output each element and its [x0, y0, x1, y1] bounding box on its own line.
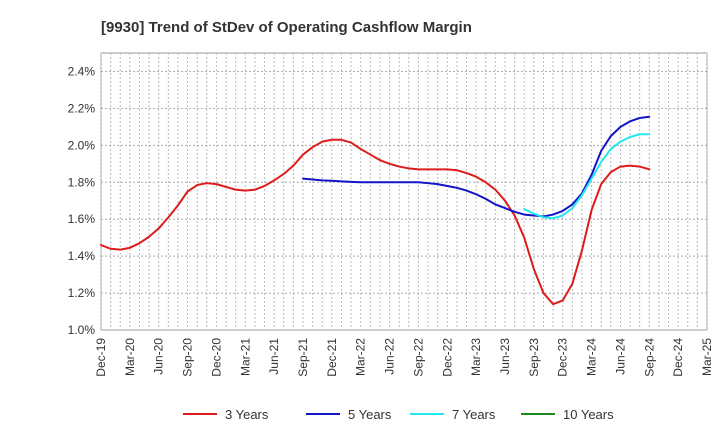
- plot-area: [100, 52, 708, 331]
- series-lines: [100, 115, 651, 306]
- y-tick-label: 1.4%: [68, 249, 96, 263]
- legend: 3 Years 5 Years 7 Years 10 Years: [183, 407, 614, 422]
- y-tick-label: 1.0%: [68, 323, 96, 337]
- x-tick-label: Dec-24: [671, 338, 685, 377]
- x-tick-label: Sep-24: [642, 338, 656, 377]
- series-line-3-years: [100, 138, 651, 306]
- x-tick-label: Mar-25: [700, 338, 714, 376]
- legend-label: 5 Years: [348, 407, 392, 422]
- x-tick-label: Mar-24: [585, 338, 599, 376]
- y-axis: 1.0% 1.2% 1.4% 1.6% 1.8% 2.0% 2.2% 2.4%: [68, 64, 96, 337]
- x-tick-label: Dec-19: [94, 338, 108, 377]
- y-tick-label: 2.4%: [68, 64, 96, 78]
- x-tick-label: Sep-21: [296, 338, 310, 377]
- x-tick-label: Sep-23: [527, 338, 541, 377]
- grid-lines: [100, 53, 708, 331]
- x-tick-label: Mar-22: [354, 338, 368, 376]
- x-tick-label: Jun-23: [498, 338, 512, 375]
- x-tick-label: Jun-22: [383, 338, 397, 375]
- y-tick-label: 2.0%: [68, 138, 96, 152]
- x-tick-label: Dec-22: [440, 338, 454, 377]
- y-tick-label: 1.2%: [68, 286, 96, 300]
- legend-label: 10 Years: [563, 407, 614, 422]
- y-tick-label: 1.6%: [68, 212, 96, 226]
- series-line-5-years: [302, 115, 651, 218]
- series-line-7-years: [523, 133, 651, 220]
- x-tick-label: Dec-21: [325, 338, 339, 377]
- x-tick-label: Mar-20: [123, 338, 137, 376]
- x-tick-label: Dec-20: [209, 338, 223, 377]
- x-tick-label: Mar-23: [469, 338, 483, 376]
- x-tick-label: Jun-24: [613, 338, 627, 375]
- y-tick-label: 1.8%: [68, 175, 96, 189]
- x-tick-label: Sep-22: [411, 338, 425, 377]
- x-tick-label: Sep-20: [181, 338, 195, 377]
- chart-title: [9930] Trend of StDev of Operating Cashf…: [101, 19, 472, 36]
- legend-label: 3 Years: [225, 407, 269, 422]
- x-tick-label: Jun-21: [267, 338, 281, 375]
- x-tick-label: Jun-20: [152, 338, 166, 375]
- y-tick-label: 2.2%: [68, 101, 96, 115]
- x-tick-label: Dec-23: [556, 338, 570, 377]
- x-tick-label: Mar-21: [238, 338, 252, 376]
- x-axis: Dec-19 Mar-20 Jun-20 Sep-20 Dec-20 Mar-21 Jun-…: [94, 338, 714, 377]
- legend-label: 7 Years: [452, 407, 496, 422]
